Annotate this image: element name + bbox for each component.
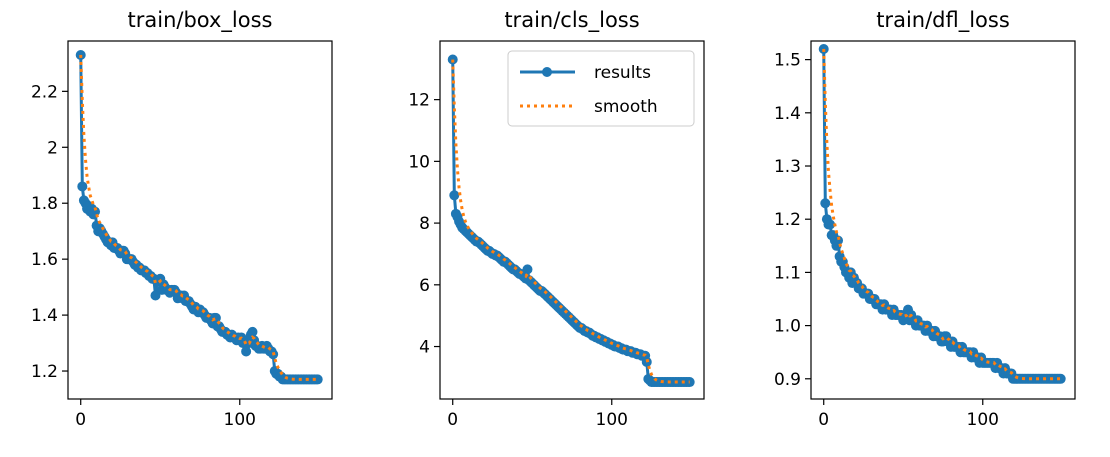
series-smooth-line	[79, 54, 318, 381]
legend-smooth-label: smooth	[594, 97, 658, 117]
y-tick-label: 1.2	[774, 210, 801, 230]
y-tick-label: 8	[419, 214, 430, 234]
chart-title: train/dfl_loss	[876, 8, 1010, 33]
legend: results smooth	[507, 50, 695, 127]
x-tick-label: 0	[447, 410, 458, 430]
results-point	[1055, 373, 1066, 384]
x-tick-label: 100	[967, 410, 999, 430]
results-point	[833, 235, 844, 246]
plot-lines	[75, 49, 323, 385]
y-tick-label: 1.6	[31, 250, 58, 270]
plot-lines	[447, 54, 695, 388]
x-tick-label: 100	[596, 410, 628, 430]
x-tick-label: 0	[818, 410, 829, 430]
ticks: 1.2 1.4 1.6 1.8 2 2.2 0 100	[31, 82, 256, 430]
axes-frame	[810, 40, 1076, 400]
results-point	[247, 326, 258, 337]
y-tick-label: 1.1	[774, 263, 801, 283]
y-tick-label: 1.3	[774, 157, 801, 177]
results-point	[522, 264, 533, 275]
series-smooth-line	[451, 59, 690, 384]
y-tick-label: 2	[47, 138, 58, 158]
ticks: 4 6 8 10 12 0 100	[408, 91, 628, 430]
results-point	[312, 374, 323, 385]
chart-title: train/box_loss	[128, 8, 273, 33]
results-point	[241, 346, 252, 357]
chart-title: train/cls_loss	[504, 8, 639, 33]
series-results-line	[822, 48, 1061, 381]
results-point	[820, 198, 831, 209]
y-tick-label: 1.8	[31, 194, 58, 214]
ticks: 0.9 1.0 1.1 1.2 1.3 1.4 1.5 0 100	[774, 51, 999, 430]
results-point	[77, 181, 88, 192]
y-tick-label: 4	[419, 338, 430, 358]
y-tick-label: 1.0	[774, 317, 801, 337]
y-tick-label: 1.2	[31, 362, 58, 382]
panel-cls-loss: train/cls_loss 4 6 8 10 12 0 100 results smoot…	[408, 8, 705, 430]
y-tick-label: 12	[408, 91, 430, 111]
y-tick-label: 1.5	[774, 51, 801, 71]
axes-frame	[439, 40, 705, 400]
x-tick-label: 100	[224, 410, 256, 430]
x-tick-label: 0	[75, 410, 86, 430]
results-point	[825, 219, 836, 230]
panel-dfl-loss: train/dfl_loss 0.9 1.0 1.1 1.2 1.3 1.4 1.5 0 100	[774, 8, 1076, 430]
y-tick-label: 2.2	[31, 82, 58, 102]
legend-results-label: results	[594, 63, 651, 83]
plot-lines	[818, 43, 1066, 384]
y-tick-label: 10	[408, 152, 430, 172]
panel-box-loss: train/box_loss 1.2 1.4 1.6 1.8 2 2.2 0 100	[31, 8, 333, 430]
series-results-line	[79, 54, 318, 381]
series-smooth-line	[822, 48, 1061, 381]
y-tick-label: 6	[419, 276, 430, 296]
y-tick-label: 0.9	[774, 370, 801, 390]
legend-box	[507, 50, 695, 127]
legend-results-marker	[542, 67, 552, 77]
y-tick-label: 1.4	[774, 104, 801, 124]
results-point	[449, 190, 460, 201]
axes-frame	[67, 40, 333, 400]
y-tick-label: 1.4	[31, 306, 58, 326]
